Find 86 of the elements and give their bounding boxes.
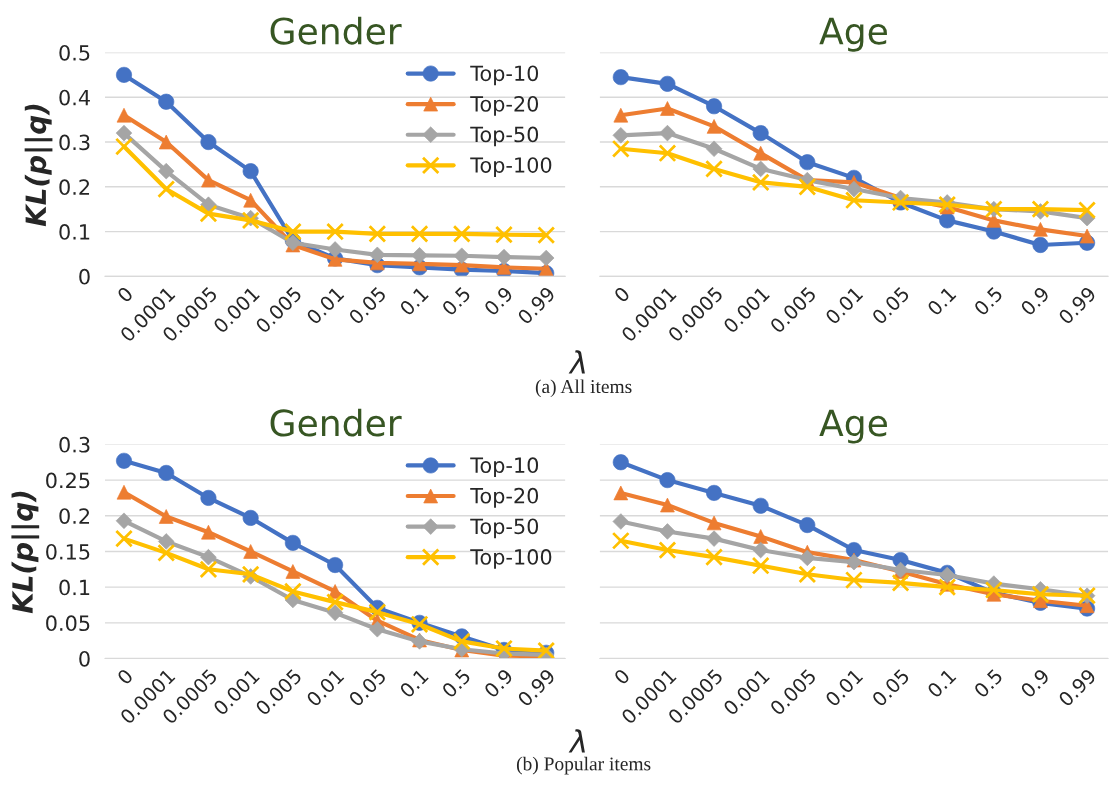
chart-title: Age [819,17,887,52]
point [1078,201,1097,220]
point [705,548,724,567]
y-tick-label: 0.4 [59,89,90,106]
y-tick-label: 0.2 [59,508,90,524]
y-tick-label: 0.1 [59,579,90,596]
chart-title: Age [819,409,887,444]
point [283,582,302,601]
point [199,204,218,223]
point [844,191,863,210]
legend-label: Top-20 [470,487,539,508]
point [158,533,175,550]
point [844,570,863,590]
y-tick-label: 0.3 [59,436,90,453]
point [798,565,817,584]
y-tick-label: 0 [79,268,90,285]
point [326,241,344,258]
y-tick-label: 0.1 [59,224,90,240]
y-tick-label: 0.15 [46,543,90,560]
x-tick-label: 0.5 [973,286,1004,317]
point [326,222,345,241]
point [283,222,302,241]
point [537,226,556,245]
y-axis-title: KL(p||q) [11,491,40,614]
x-axis-title: λ [568,350,585,374]
y-axis-title: KL(p||q) [24,104,53,227]
point [752,160,769,178]
y-tick-label: 0.5 [59,44,90,61]
legend-label: Top-10 [470,457,539,478]
point [115,512,133,529]
point [611,139,630,158]
x-tick-label: 0.9 [1019,668,1051,699]
y-tick-label: 0.2 [59,179,90,196]
x-tick-label: 0.1 [398,668,429,699]
point [157,543,176,562]
point [611,531,630,550]
x-tick-label: 0.9 [1019,285,1051,317]
y-tick-label: 0.3 [59,134,90,151]
point [938,578,957,597]
point [798,177,817,196]
point [494,225,514,244]
chart-title: Gender [270,16,402,45]
legend-label: Top-50 [470,126,539,147]
x-tick-label: 0.5 [441,286,472,317]
point [799,549,816,567]
point [452,224,471,243]
x-tick-label: 0.9 [483,668,514,699]
legend-label: Top-100 [470,549,552,569]
legend-label: Top-10 [470,65,539,86]
point [369,246,386,264]
legend-label: Top-100 [470,157,552,177]
y-tick-label: 0.25 [46,472,90,489]
point [1031,585,1050,604]
y-tick-label: 0 [79,650,90,667]
text: (b) Popular items [516,756,651,775]
x-tick-label: 0.5 [973,668,1004,699]
point [368,603,387,622]
x-tick-label: 0.9 [483,285,514,317]
point [658,144,677,163]
point [612,513,630,530]
point [984,580,1003,600]
chart-title: Gender [270,408,402,437]
legend-label: Top-20 [470,95,539,116]
point [659,124,676,142]
point [326,593,345,612]
point [368,224,387,243]
x-tick-label: 0.1 [926,668,957,699]
point [891,573,910,592]
point [452,632,471,651]
legend-label: Top-50 [470,518,539,539]
text: (a) All items [535,379,632,398]
point [705,159,724,178]
y-tick-label: 0.05 [46,615,90,632]
point [114,529,134,548]
x-axis-title: λ [568,729,585,753]
point [705,530,723,547]
x-tick-label: 0.1 [926,286,957,317]
point [751,556,770,575]
x-tick-label: 0.5 [441,668,472,699]
x-tick-label: 0.1 [398,286,429,317]
point [751,173,770,192]
point [199,560,218,579]
point [157,180,176,199]
point [114,137,134,156]
point [410,224,429,243]
point [658,541,677,560]
